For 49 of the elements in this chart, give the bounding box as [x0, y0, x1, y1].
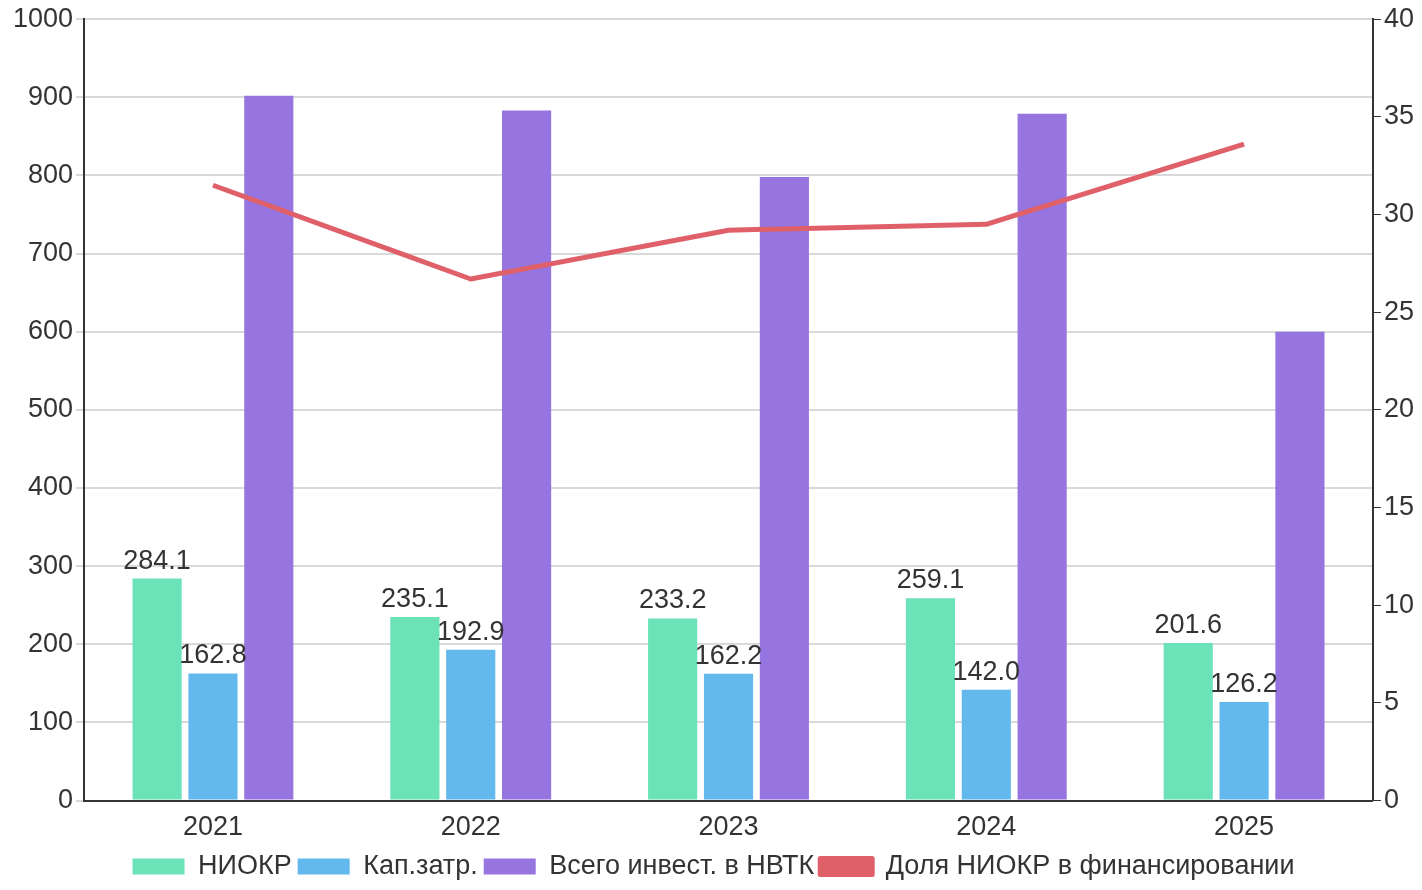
data-label: 201.6 [1154, 609, 1223, 640]
data-label: 235.1 [381, 582, 449, 613]
y-tick-label: 100 [28, 705, 74, 736]
bar [961, 689, 1011, 800]
y-tick-label: 900 [28, 80, 74, 111]
y-tick-label: 800 [28, 158, 74, 189]
y2-tick-label: 10 [1383, 588, 1415, 619]
y2-tick-label: 20 [1383, 393, 1415, 424]
x-tick-label: 2022 [440, 811, 501, 842]
bar [1275, 331, 1325, 800]
x-tick-label: 2021 [182, 811, 243, 842]
bar [446, 649, 496, 800]
y2-tick-label: 5 [1383, 686, 1399, 717]
y-tick-label: 400 [28, 471, 74, 502]
y-tick-label: 300 [28, 549, 74, 580]
bar [905, 598, 956, 800]
y-tick-label: 500 [28, 393, 74, 424]
x-tick-label: 2023 [698, 811, 759, 842]
legend-label: Всего инвест. в НВТК [549, 849, 815, 880]
bar [1219, 701, 1269, 800]
x-tick-label: 2025 [1214, 811, 1275, 842]
legend-label: Доля НИОКР в финансировании [885, 849, 1295, 880]
bar [1163, 643, 1213, 800]
x-tick-label: 2024 [956, 811, 1017, 842]
bar [244, 95, 294, 800]
y2-tick-label: 40 [1383, 2, 1415, 33]
bar [188, 673, 238, 800]
bar [132, 578, 182, 800]
y2-tick-label: 30 [1383, 198, 1415, 228]
legend-label: Кап.затр. [363, 849, 478, 880]
y-tick-label: 200 [28, 627, 74, 658]
bar [390, 616, 440, 800]
bar [502, 110, 552, 800]
data-label: 284.1 [123, 544, 191, 575]
y-tick-label: 0 [58, 784, 74, 815]
bar [759, 177, 809, 800]
y2-tick-label: 35 [1383, 100, 1415, 131]
y-tick-label: 1000 [12, 2, 74, 33]
y2-tick-label: 15 [1383, 491, 1415, 522]
y2-tick-label: 25 [1383, 295, 1415, 326]
bar [648, 618, 698, 800]
legend-label: НИОКР [198, 849, 292, 880]
bar [1017, 113, 1067, 800]
bar [703, 673, 754, 800]
y-tick-label: 700 [28, 237, 74, 268]
data-label: 259.1 [896, 564, 965, 595]
data-label: 233.2 [638, 584, 707, 615]
y-tick-label: 600 [28, 315, 74, 346]
y2-tick-label: 0 [1383, 784, 1399, 815]
